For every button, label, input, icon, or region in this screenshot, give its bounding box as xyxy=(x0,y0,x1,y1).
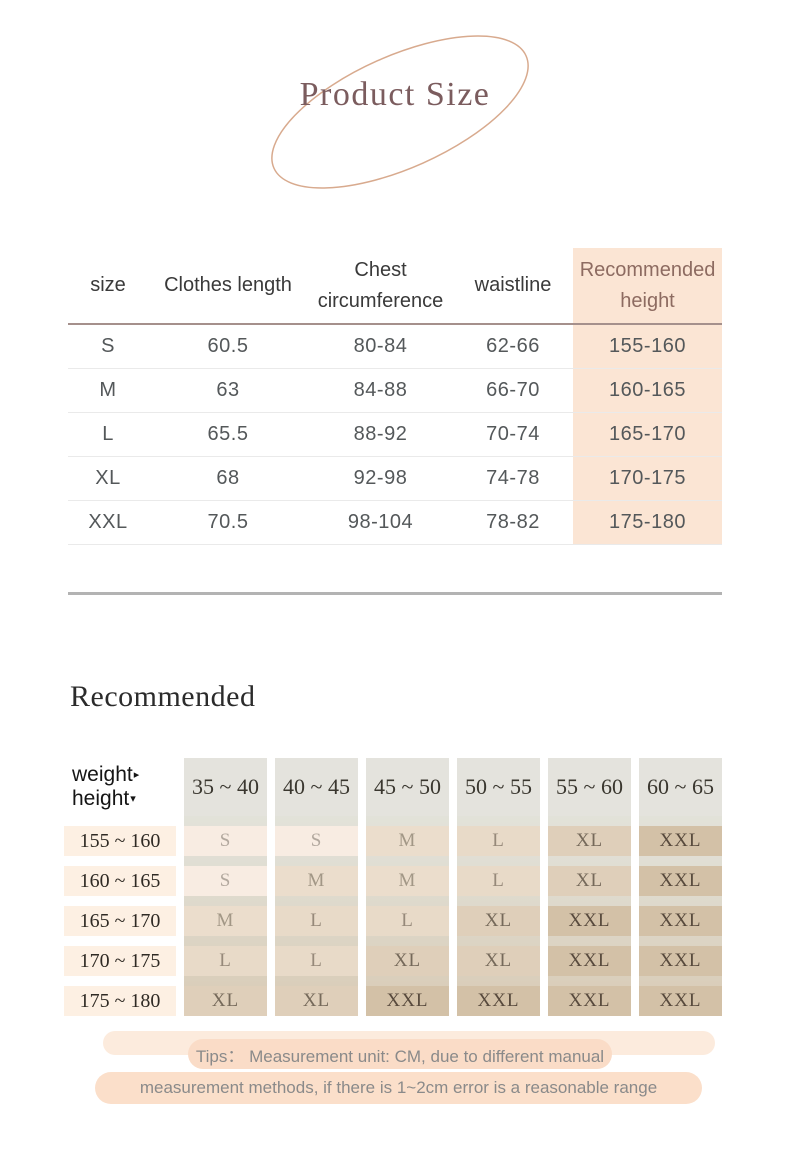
matrix-size-cell: XL xyxy=(366,946,449,976)
column-header-clothes-length: Clothes length xyxy=(164,274,292,296)
recommended-heading: Recommended xyxy=(70,680,256,713)
recommended-height-value: 165-170 xyxy=(573,413,722,456)
matrix-corner-label: weight ▸ height ▾ xyxy=(64,758,176,816)
table-row-l: L 65.5 88-92 70-74 165-170 xyxy=(68,413,722,457)
height-axis: height ▾ xyxy=(72,787,176,811)
table-row-s: S 60.5 80-84 62-66 155-160 xyxy=(68,325,722,369)
weight-column-header: 50 ~ 55 xyxy=(457,758,540,816)
height-axis-label: height xyxy=(72,787,130,810)
waistline-value: 78-82 xyxy=(486,511,540,533)
column-header-size: size xyxy=(90,274,126,296)
matrix-size-cell: XL xyxy=(457,906,540,936)
recommended-height-value: 155-160 xyxy=(573,325,722,368)
clothes-length-value: 68 xyxy=(216,467,240,489)
clothes-length-value: 63 xyxy=(216,379,240,401)
matrix-size-cell: L xyxy=(366,906,449,936)
weight-axis: weight ▸ xyxy=(72,763,176,787)
size-table: size Clothes length Chest circumference … xyxy=(68,248,722,545)
recommended-height-value: 175-180 xyxy=(573,501,722,544)
matrix-size-cell: XL xyxy=(275,986,358,1016)
matrix-size-cell: XL xyxy=(457,946,540,976)
weight-column-header: 45 ~ 50 xyxy=(366,758,449,816)
height-row-header: 155 ~ 160 xyxy=(64,826,176,856)
matrix-size-cell: XXL xyxy=(639,866,722,896)
title-ellipse-decoration xyxy=(271,35,529,189)
matrix-size-cell: L xyxy=(275,946,358,976)
size-label: S xyxy=(101,335,115,357)
weight-axis-arrow-icon: ▸ xyxy=(133,768,140,781)
weight-column-header: 60 ~ 65 xyxy=(639,758,722,816)
column-header-chest-circumference: Chest circumference xyxy=(317,258,444,312)
waistline-value: 62-66 xyxy=(486,335,540,357)
weight-axis-label: weight xyxy=(72,762,133,786)
size-label: L xyxy=(102,423,114,445)
matrix-size-cell: M xyxy=(366,866,449,896)
chest-value: 84-88 xyxy=(353,379,408,401)
matrix-size-cell: XXL xyxy=(639,986,722,1016)
recommended-height-value: 160-165 xyxy=(573,369,722,412)
table-row-xxl: XXL 70.5 98-104 78-82 175-180 xyxy=(68,501,722,545)
title-section: Product Size xyxy=(0,0,790,230)
matrix-size-cell: XL xyxy=(184,986,267,1016)
matrix-size-cell: XXL xyxy=(548,986,631,1016)
matrix-size-cell: M xyxy=(184,906,267,936)
matrix-size-cell: M xyxy=(275,866,358,896)
chest-value: 92-98 xyxy=(353,467,408,489)
chest-value: 98-104 xyxy=(347,511,414,533)
matrix-size-cell: XXL xyxy=(639,946,722,976)
matrix-size-cell: XXL xyxy=(639,826,722,856)
matrix-size-cell: L xyxy=(184,946,267,976)
recommended-size-matrix: weight ▸ height ▾ 35 ~ 40 40 ~ 45 45 ~ 5… xyxy=(64,758,722,1016)
size-label: XL xyxy=(95,467,121,489)
waistline-value: 74-78 xyxy=(486,467,540,489)
height-row-header: 160 ~ 165 xyxy=(64,866,176,896)
recommended-height-value: 170-175 xyxy=(573,457,722,500)
matrix-size-cell: S xyxy=(184,866,267,896)
size-label: M xyxy=(99,379,117,401)
page-title: Product Size xyxy=(299,76,491,113)
clothes-length-value: 70.5 xyxy=(207,511,249,533)
tips-line-1: Tips： Measurement unit: CM, due to diffe… xyxy=(188,1039,612,1069)
matrix-size-cell: L xyxy=(275,906,358,936)
column-header-recommended-height: Recommended height xyxy=(573,248,722,323)
chest-value: 80-84 xyxy=(353,335,408,357)
matrix-size-cell: XL xyxy=(548,866,631,896)
matrix-size-cell: L xyxy=(457,866,540,896)
column-header-waistline: waistline xyxy=(474,274,552,296)
matrix-size-cell: XXL xyxy=(548,946,631,976)
matrix-size-cell: L xyxy=(457,826,540,856)
height-axis-arrow-icon: ▾ xyxy=(130,792,136,805)
tips-line-2: measurement methods, if there is 1~2cm e… xyxy=(95,1072,702,1104)
weight-column-header: 35 ~ 40 xyxy=(184,758,267,816)
matrix-size-cell: XXL xyxy=(548,906,631,936)
clothes-length-value: 65.5 xyxy=(207,423,249,445)
matrix-size-cell: XXL xyxy=(457,986,540,1016)
matrix-size-cell: XL xyxy=(548,826,631,856)
waistline-value: 70-74 xyxy=(486,423,540,445)
size-label: XXL xyxy=(88,511,128,533)
height-row-header: 170 ~ 175 xyxy=(64,946,176,976)
clothes-length-value: 60.5 xyxy=(207,335,249,357)
matrix-size-cell: XXL xyxy=(366,986,449,1016)
table-row-xl: XL 68 92-98 74-78 170-175 xyxy=(68,457,722,501)
weight-column-header: 55 ~ 60 xyxy=(548,758,631,816)
waistline-value: 66-70 xyxy=(486,379,540,401)
table-row-m: M 63 84-88 66-70 160-165 xyxy=(68,369,722,413)
chest-value: 88-92 xyxy=(353,423,408,445)
matrix-size-cell: XXL xyxy=(639,906,722,936)
height-row-header: 165 ~ 170 xyxy=(64,906,176,936)
matrix-grid: weight ▸ height ▾ 35 ~ 40 40 ~ 45 45 ~ 5… xyxy=(64,758,722,1016)
height-row-header: 175 ~ 180 xyxy=(64,986,176,1016)
matrix-size-cell: M xyxy=(366,826,449,856)
size-table-header-row: size Clothes length Chest circumference … xyxy=(68,248,722,325)
weight-column-header: 40 ~ 45 xyxy=(275,758,358,816)
section-divider xyxy=(68,592,722,595)
matrix-size-cell: S xyxy=(184,826,267,856)
matrix-size-cell: S xyxy=(275,826,358,856)
